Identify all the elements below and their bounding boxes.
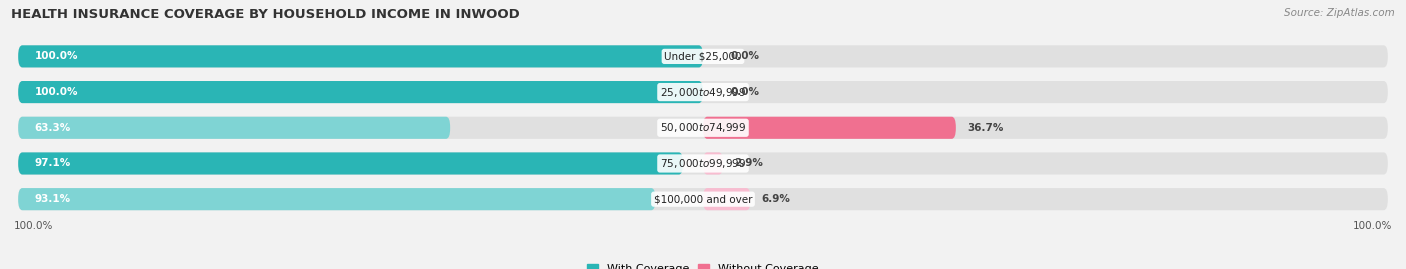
Text: $25,000 to $49,999: $25,000 to $49,999 <box>659 86 747 98</box>
FancyBboxPatch shape <box>18 117 450 139</box>
FancyBboxPatch shape <box>18 45 703 68</box>
FancyBboxPatch shape <box>18 81 703 103</box>
FancyBboxPatch shape <box>703 188 751 210</box>
FancyBboxPatch shape <box>18 45 1388 68</box>
Text: 0.0%: 0.0% <box>731 87 759 97</box>
Text: 93.1%: 93.1% <box>35 194 70 204</box>
Text: 63.3%: 63.3% <box>35 123 70 133</box>
FancyBboxPatch shape <box>18 117 1388 139</box>
FancyBboxPatch shape <box>18 153 1388 175</box>
FancyBboxPatch shape <box>703 117 956 139</box>
FancyBboxPatch shape <box>18 153 683 175</box>
Text: 100.0%: 100.0% <box>14 221 53 231</box>
Text: 0.0%: 0.0% <box>731 51 759 61</box>
Text: 100.0%: 100.0% <box>35 51 79 61</box>
Text: Under $25,000: Under $25,000 <box>664 51 742 61</box>
Text: 100.0%: 100.0% <box>1353 221 1392 231</box>
Text: HEALTH INSURANCE COVERAGE BY HOUSEHOLD INCOME IN INWOOD: HEALTH INSURANCE COVERAGE BY HOUSEHOLD I… <box>11 8 520 21</box>
FancyBboxPatch shape <box>703 153 723 175</box>
FancyBboxPatch shape <box>18 188 655 210</box>
Text: $50,000 to $74,999: $50,000 to $74,999 <box>659 121 747 134</box>
Legend: With Coverage, Without Coverage: With Coverage, Without Coverage <box>588 264 818 269</box>
Text: 2.9%: 2.9% <box>734 158 763 168</box>
Text: 6.9%: 6.9% <box>762 194 790 204</box>
Text: 97.1%: 97.1% <box>35 158 70 168</box>
Text: 36.7%: 36.7% <box>967 123 1004 133</box>
Text: Source: ZipAtlas.com: Source: ZipAtlas.com <box>1284 8 1395 18</box>
FancyBboxPatch shape <box>18 188 1388 210</box>
FancyBboxPatch shape <box>18 81 1388 103</box>
Text: 100.0%: 100.0% <box>35 87 79 97</box>
Text: $100,000 and over: $100,000 and over <box>654 194 752 204</box>
Text: $75,000 to $99,999: $75,000 to $99,999 <box>659 157 747 170</box>
